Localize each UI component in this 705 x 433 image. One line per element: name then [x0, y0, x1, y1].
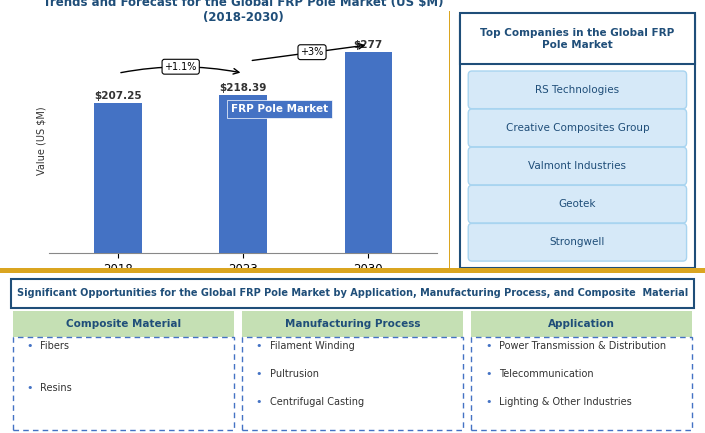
- Text: •: •: [256, 342, 262, 352]
- Text: $277: $277: [354, 40, 383, 50]
- FancyBboxPatch shape: [468, 147, 687, 185]
- Text: Lighting & Other Industries: Lighting & Other Industries: [499, 397, 632, 407]
- Text: Centrifugal Casting: Centrifugal Casting: [269, 397, 364, 407]
- Bar: [219, 95, 267, 253]
- FancyBboxPatch shape: [13, 337, 233, 430]
- Text: Manufacturing Process: Manufacturing Process: [285, 319, 420, 329]
- FancyBboxPatch shape: [468, 109, 687, 147]
- FancyBboxPatch shape: [460, 13, 695, 64]
- Text: +3%: +3%: [300, 47, 324, 57]
- Text: •: •: [256, 397, 262, 407]
- FancyBboxPatch shape: [472, 337, 692, 430]
- FancyBboxPatch shape: [468, 71, 687, 109]
- Text: Application: Application: [548, 319, 615, 329]
- Text: $207.25: $207.25: [94, 90, 142, 100]
- Text: +1.1%: +1.1%: [164, 62, 197, 72]
- Text: •: •: [485, 369, 491, 379]
- Text: Telecommunication: Telecommunication: [499, 369, 594, 379]
- Y-axis label: Value (US $M): Value (US $M): [37, 107, 47, 175]
- Text: Filament Winding: Filament Winding: [269, 342, 355, 352]
- Text: Source: Lucintel: Source: Lucintel: [361, 279, 434, 288]
- Text: •: •: [256, 369, 262, 379]
- Text: •: •: [26, 383, 33, 393]
- FancyBboxPatch shape: [242, 337, 463, 430]
- FancyBboxPatch shape: [460, 16, 695, 268]
- Title: Trends and Forecast for the Global FRP Pole Market (US $M)
(2018-2030): Trends and Forecast for the Global FRP P…: [43, 0, 443, 24]
- Bar: [94, 103, 142, 253]
- Text: •: •: [485, 397, 491, 407]
- Text: Fibers: Fibers: [40, 342, 69, 352]
- FancyBboxPatch shape: [472, 311, 692, 337]
- Text: RS Technologies: RS Technologies: [535, 85, 620, 95]
- FancyBboxPatch shape: [11, 279, 694, 308]
- Bar: [345, 52, 392, 253]
- Text: Pultrusion: Pultrusion: [269, 369, 319, 379]
- FancyBboxPatch shape: [13, 311, 233, 337]
- Text: •: •: [485, 342, 491, 352]
- Text: •: •: [26, 342, 33, 352]
- Text: Power Transmission & Distribution: Power Transmission & Distribution: [499, 342, 666, 352]
- FancyBboxPatch shape: [242, 311, 463, 337]
- Text: Composite Material: Composite Material: [66, 319, 180, 329]
- Text: Valmont Industries: Valmont Industries: [528, 161, 627, 171]
- Text: FRP Pole Market: FRP Pole Market: [231, 104, 328, 114]
- Text: Strongwell: Strongwell: [550, 237, 605, 247]
- Text: Significant Opportunities for the Global FRP Pole Market by Application, Manufac: Significant Opportunities for the Global…: [17, 288, 688, 298]
- Text: Resins: Resins: [40, 383, 72, 393]
- Text: Top Companies in the Global FRP
Pole Market: Top Companies in the Global FRP Pole Mar…: [480, 28, 675, 49]
- FancyBboxPatch shape: [468, 223, 687, 261]
- Text: $218.39: $218.39: [219, 83, 267, 93]
- FancyBboxPatch shape: [468, 185, 687, 223]
- Text: Creative Composites Group: Creative Composites Group: [505, 123, 649, 133]
- Text: Geotek: Geotek: [558, 199, 596, 209]
